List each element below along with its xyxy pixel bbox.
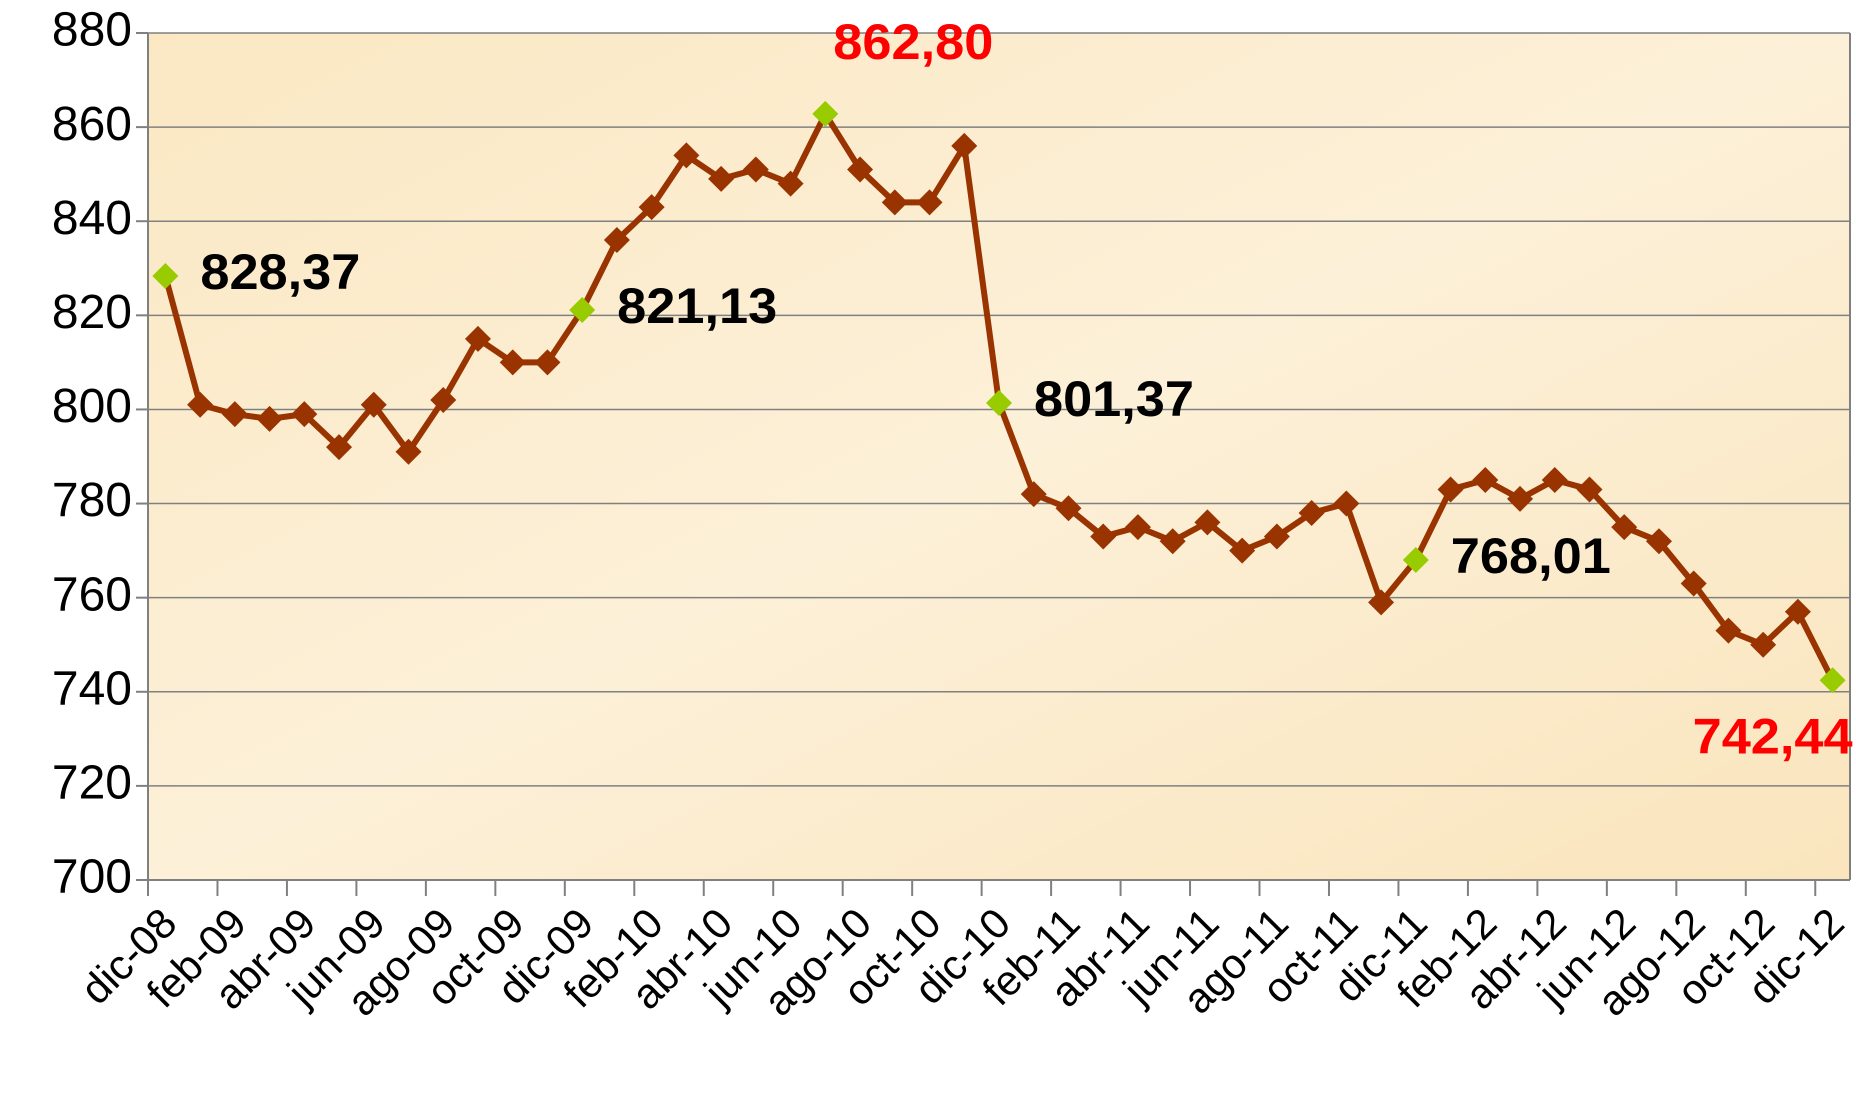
point-marker (395, 438, 422, 465)
y-tick-label: 740 (52, 662, 132, 715)
point-marker (1784, 598, 1811, 625)
point-marker (569, 297, 596, 324)
y-tick-label: 800 (52, 380, 132, 433)
y-tick-label: 820 (52, 286, 132, 339)
point-marker (847, 156, 874, 183)
data-label: 862,80 (833, 14, 993, 70)
point-marker (1159, 528, 1186, 555)
point-marker (603, 227, 630, 254)
plot-area (148, 33, 1850, 880)
point-marker (1472, 467, 1499, 494)
point-marker (360, 391, 387, 418)
point-marker (777, 170, 804, 197)
point-marker (291, 401, 318, 428)
point-marker (881, 189, 908, 216)
point-marker (916, 189, 943, 216)
point-marker (1194, 509, 1221, 536)
y-tick-label: 700 (52, 851, 132, 904)
point-marker (1298, 499, 1325, 526)
point-marker (638, 194, 665, 221)
point-marker (1819, 667, 1846, 694)
point-marker (1645, 528, 1672, 555)
point-marker (1124, 514, 1151, 541)
point-marker (1507, 485, 1534, 512)
point-marker (1750, 631, 1777, 658)
point-marker (430, 387, 457, 414)
y-tick-label: 880 (52, 4, 132, 57)
point-marker (152, 262, 179, 289)
point-marker (951, 132, 978, 159)
data-label: 768,01 (1451, 528, 1611, 584)
point-marker (1229, 537, 1256, 564)
point-marker (812, 100, 839, 127)
y-tick-label: 840 (52, 192, 132, 245)
y-tick-label: 860 (52, 98, 132, 151)
point-marker (742, 156, 769, 183)
data-label: 828,37 (200, 244, 360, 300)
point-marker (986, 389, 1012, 416)
point-marker (1090, 523, 1117, 550)
point-marker (534, 349, 561, 376)
point-marker (1611, 514, 1638, 541)
y-tick-label: 720 (52, 757, 132, 810)
point-marker (1333, 490, 1360, 517)
y-tick-label: 780 (52, 474, 132, 527)
point-marker (1437, 476, 1464, 503)
point-marker (1541, 467, 1568, 494)
point-marker (673, 142, 700, 169)
point-marker (221, 401, 248, 428)
point-marker (1402, 546, 1429, 573)
point-marker (1020, 481, 1047, 508)
data-label: 821,13 (617, 278, 777, 334)
point-marker (326, 434, 353, 461)
data-label: 742,44 (1693, 708, 1853, 764)
point-marker (464, 325, 491, 352)
point-marker (1680, 570, 1707, 597)
y-tick-label: 760 (52, 568, 132, 621)
point-marker (499, 349, 526, 376)
point-marker (1055, 495, 1082, 522)
point-marker (1263, 523, 1290, 550)
point-marker (708, 165, 735, 192)
point-marker (1576, 476, 1603, 503)
point-marker (1368, 589, 1395, 616)
point-marker (1715, 617, 1742, 644)
point-marker (256, 405, 283, 432)
point-marker (187, 391, 214, 418)
data-label: 801,37 (1034, 371, 1194, 427)
